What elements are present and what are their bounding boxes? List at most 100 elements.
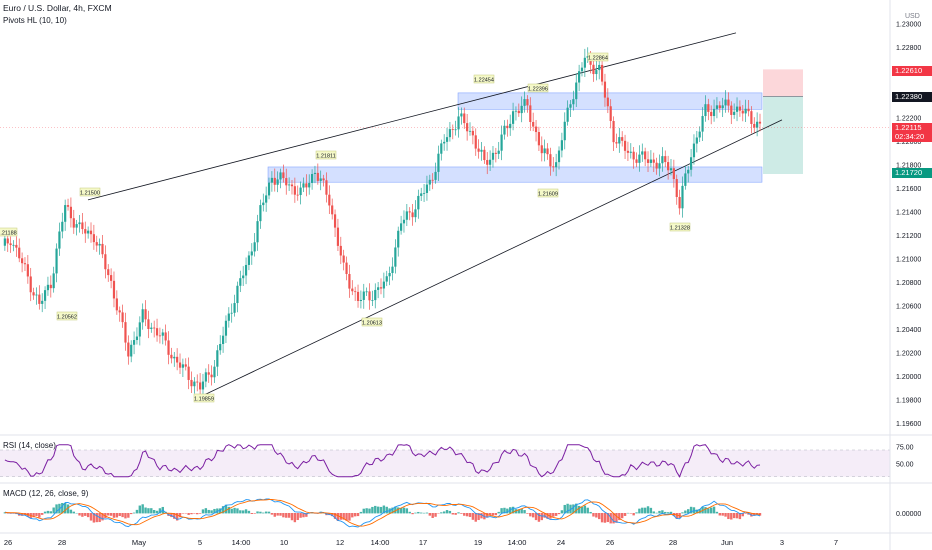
macd-histogram-bar [49, 511, 53, 514]
macd-histogram-bar [428, 513, 432, 516]
macd-histogram-bar [454, 513, 457, 515]
macd-histogram-bar [543, 513, 546, 518]
candle-body [489, 159, 492, 165]
candle-body [219, 344, 222, 351]
candle-body [534, 126, 538, 133]
candle-body [494, 152, 497, 154]
macd-histogram-bar [247, 510, 251, 514]
macd-histogram-bar [517, 509, 521, 514]
candle-body [49, 284, 52, 289]
rsi-label[interactable]: RSI (14, close) [3, 441, 56, 450]
macd-histogram-bar [348, 513, 351, 521]
macd-histogram-bar [649, 507, 653, 514]
candle-body [592, 64, 595, 75]
macd-histogram-bar [201, 509, 205, 514]
pivot-label-box [537, 188, 559, 198]
macd-histogram-bar [250, 513, 253, 514]
macd-histogram-bar [727, 513, 730, 520]
candle-body [173, 356, 176, 359]
candle-body [638, 154, 641, 163]
price-tick-label: 1.23000 [896, 22, 921, 29]
price-tick-label: 1.21600 [896, 186, 921, 193]
candle-body [721, 105, 724, 109]
candle-body [632, 151, 635, 160]
candle-body [20, 258, 24, 264]
candle-body [626, 150, 630, 153]
candle-body [644, 151, 647, 160]
symbol-title[interactable]: Euro / U.S. Dollar, 4h, FXCM [3, 3, 112, 13]
macd-histogram-bar [112, 513, 116, 518]
candle-body [431, 179, 434, 181]
candle-body [557, 150, 561, 163]
macd-histogram-bar [190, 513, 193, 515]
macd-histogram-bar [92, 513, 96, 523]
macd-histogram-bar [586, 507, 589, 514]
macd-histogram-bar [394, 506, 397, 514]
candle-body [549, 154, 552, 167]
rising-wedge-lines[interactable] [87, 32, 783, 396]
candle-body [267, 182, 271, 196]
price-tick-label: 1.20200 [896, 351, 921, 358]
candle-body [443, 141, 446, 144]
candle-body [270, 177, 273, 183]
candle-body [12, 244, 15, 246]
candle-body [417, 195, 420, 210]
indicator-title[interactable]: Pivots HL (10, 10) [3, 16, 67, 25]
macd-histogram-bar [193, 513, 196, 514]
macd-histogram-bar [623, 513, 627, 516]
time-tick-label: 7 [834, 538, 838, 547]
macd-histogram-bar [460, 513, 463, 514]
candle-body [199, 382, 202, 390]
candle-body [603, 81, 607, 98]
macd-histogram-bar [296, 513, 299, 521]
macd-histogram-bar [595, 513, 598, 518]
macd-histogram-bar [414, 512, 417, 514]
macd-histogram-bar [675, 513, 678, 519]
candle-body [210, 374, 213, 378]
candle-body [546, 148, 549, 155]
macd-histogram-bar [646, 506, 650, 514]
macd-histogram-bar [342, 513, 345, 520]
candle-body [66, 205, 70, 207]
candle-body [428, 179, 431, 185]
macd-histogram-bar [689, 506, 693, 514]
macd-histogram-bar [721, 513, 724, 516]
macd-label[interactable]: MACD (12, 26, close, 9) [3, 489, 89, 498]
candle-body [193, 381, 196, 387]
macd-histogram-bar [397, 507, 400, 514]
macd-histogram-bar [709, 507, 713, 514]
target-price-badge: 1.21720 [892, 168, 932, 178]
short-position-tool[interactable] [763, 69, 803, 174]
candle-body [523, 99, 526, 106]
macd-histogram-bar [345, 513, 348, 521]
candle-body [236, 285, 239, 304]
macd-histogram-bar [305, 513, 308, 517]
macd-histogram-bar [540, 513, 543, 521]
candle-body [112, 280, 116, 299]
candle-body [422, 192, 426, 194]
macd-histogram-bar [221, 506, 225, 514]
candle-body [511, 111, 515, 124]
candle-body [81, 222, 84, 230]
candle-body [609, 106, 612, 121]
candle-body [253, 242, 256, 252]
pivot-label-box [315, 150, 337, 160]
macd-histogram-bar [704, 507, 707, 514]
macd-histogram-bar [101, 513, 104, 521]
macd-histogram-bar [741, 513, 744, 517]
candle-body [747, 108, 750, 112]
macd-histogram-bar [431, 513, 434, 518]
pivot-label-text: 1.21188 [0, 230, 17, 236]
macd-histogram-bar [376, 506, 380, 514]
candle-body [560, 140, 563, 151]
time-tick-label: 3 [780, 538, 784, 547]
candle-body [474, 135, 477, 149]
candlesticks [3, 47, 762, 399]
candle-body [440, 143, 443, 154]
candle-body [724, 99, 727, 106]
macd-histogram-bar [282, 513, 285, 518]
macd-histogram-bar [491, 513, 495, 516]
rsi-band [0, 450, 890, 477]
macd-histogram-bar [753, 513, 756, 516]
